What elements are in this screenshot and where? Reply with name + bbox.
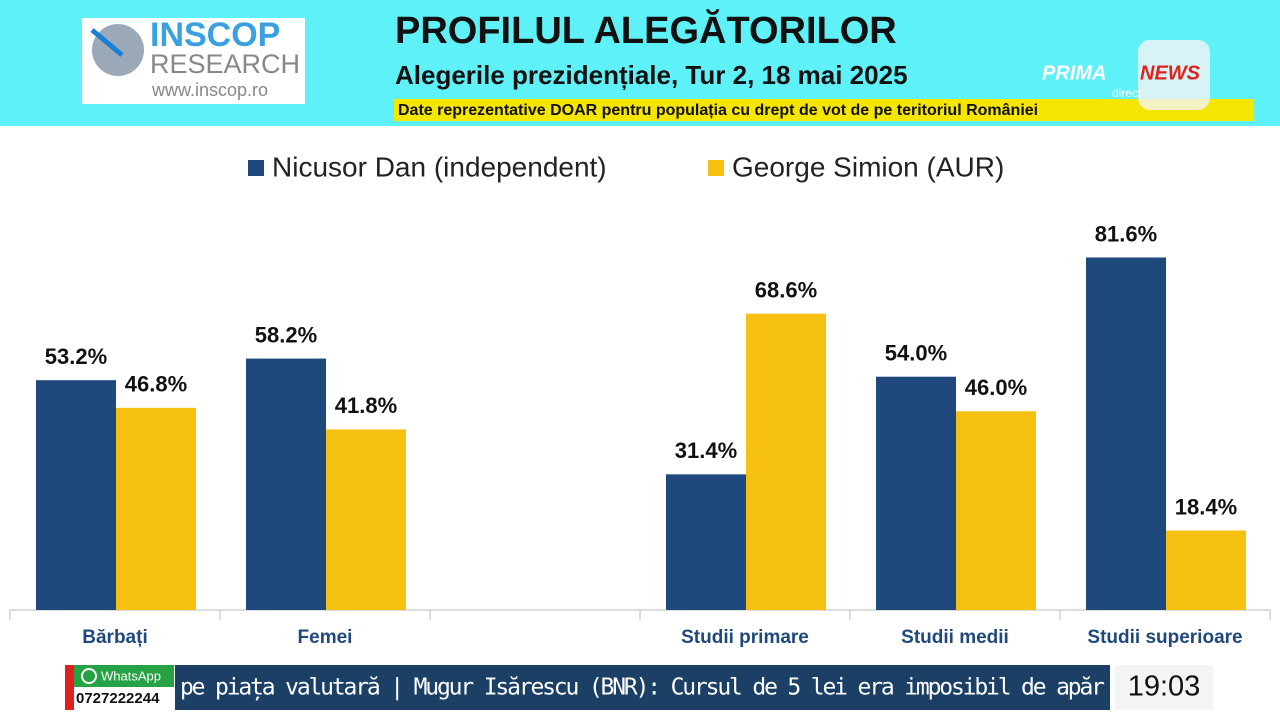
ticker: pe piața valutară | Mugur Isărescu (BNR)…: [180, 675, 1105, 701]
logo-needle: [90, 28, 124, 57]
bar: [956, 411, 1036, 610]
ticker-bg: [175, 665, 1110, 710]
x-tick-label: Studii superioare: [1087, 627, 1242, 648]
whatsapp: WhatsApp: [101, 668, 161, 683]
bar: [746, 313, 826, 610]
whatsapp-bg: [74, 665, 174, 687]
value-label: 46.0%: [965, 375, 1027, 400]
legend-swatch: [708, 160, 724, 176]
legend-swatch: [248, 160, 264, 176]
channel-badge: [1138, 40, 1210, 110]
value-label: 31.4%: [675, 438, 737, 463]
bar: [116, 407, 196, 610]
bar: [666, 474, 746, 610]
phone: 0727222244: [76, 690, 160, 707]
subtitle: Alegerile prezidențiale, Tur 2, 18 mai 2…: [395, 60, 908, 90]
value-label: 41.8%: [335, 393, 397, 418]
value-label: 68.6%: [755, 277, 817, 302]
x-tick-label: Bărbați: [82, 627, 147, 648]
value-label: 53.2%: [45, 344, 107, 369]
red-strip: [65, 665, 74, 710]
value-label: 58.2%: [255, 322, 317, 347]
bar: [876, 376, 956, 610]
title: PROFILUL ALEGĂTORILOR: [395, 8, 897, 52]
x-tick-label: Femei: [298, 627, 353, 648]
note: Date reprezentative DOAR pentru populați…: [398, 102, 1038, 119]
chart: Nicusor Dan (independent) George Simion (…: [9, 151, 1271, 648]
phone-bg: [74, 687, 174, 710]
clock-bg: [1115, 665, 1213, 710]
logo-sub: RESEARCH: [150, 49, 300, 79]
x-tick-label: Studii primare: [681, 627, 809, 648]
value-label: 46.8%: [125, 372, 187, 397]
value-label: 54.0%: [885, 341, 947, 366]
bar: [36, 380, 116, 610]
channel-news: NEWS: [1140, 62, 1201, 84]
logo-url: www.inscop.ro: [151, 80, 268, 100]
whatsapp-icon: [81, 668, 97, 684]
logo-name: INSCOP: [150, 16, 280, 54]
channel-direct: direct: [1112, 86, 1142, 100]
bar: [1086, 257, 1166, 610]
clock: 19:03: [1128, 671, 1201, 703]
value-label: 81.6%: [1095, 221, 1157, 246]
legend-label: George Simion (AUR): [732, 151, 1004, 182]
legend-label: Nicusor Dan (independent): [272, 151, 607, 182]
bar: [326, 429, 406, 610]
value-label: 18.4%: [1175, 494, 1237, 519]
channel-prima: PRIMA: [1042, 62, 1106, 84]
note-bg: [394, 99, 1254, 121]
x-tick-label: Studii medii: [901, 627, 1009, 648]
bar: [246, 358, 326, 610]
bar: [1166, 530, 1246, 610]
